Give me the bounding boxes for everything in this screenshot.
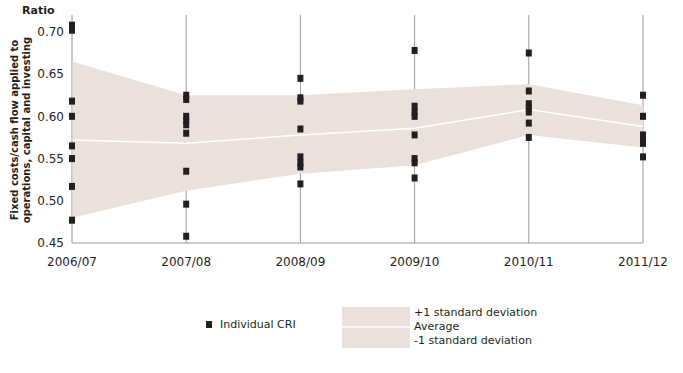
- svg-text:-1 standard deviation: -1 standard deviation: [414, 334, 532, 347]
- svg-text:0.45: 0.45: [37, 236, 64, 250]
- svg-text:+1 standard deviation: +1 standard deviation: [414, 306, 537, 319]
- svg-text:Average: Average: [414, 320, 459, 333]
- svg-text:0.70: 0.70: [37, 25, 64, 39]
- svg-text:2008/09: 2008/09: [275, 255, 325, 269]
- svg-text:2006/07: 2006/07: [47, 255, 97, 269]
- svg-text:2009/10: 2009/10: [390, 255, 440, 269]
- svg-text:0.50: 0.50: [37, 194, 64, 208]
- svg-text:0.65: 0.65: [37, 67, 64, 81]
- svg-text:0.55: 0.55: [37, 152, 64, 166]
- svg-text:operations, capital and invest: operations, capital and investing: [21, 37, 32, 223]
- svg-text:2010/11: 2010/11: [504, 255, 554, 269]
- svg-text:2011/12: 2011/12: [618, 255, 668, 269]
- svg-text:0.60: 0.60: [37, 110, 64, 124]
- svg-text:Fixed costs/cash flow applied: Fixed costs/cash flow applied to: [9, 40, 20, 221]
- svg-text:2007/08: 2007/08: [161, 255, 211, 269]
- svg-text:Individual CRI: Individual CRI: [220, 318, 296, 331]
- svg-text:Ratio: Ratio: [22, 4, 55, 17]
